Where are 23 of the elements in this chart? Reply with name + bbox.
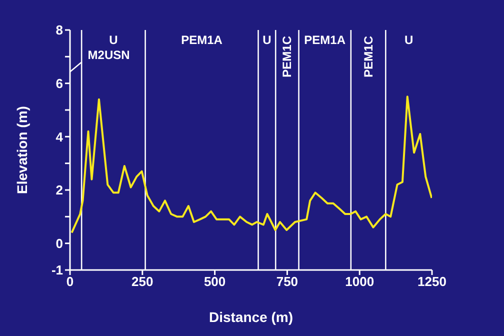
annotation: U [262, 33, 272, 47]
x-tick-label: 1250 [418, 274, 446, 290]
x-tick-label: 0 [66, 274, 74, 290]
y-tick-label: 6 [56, 76, 63, 91]
y-tick-label: 8 [56, 22, 63, 38]
y-tick-label: -1 [51, 262, 63, 278]
x-tick-label: 1000 [345, 274, 374, 290]
line-series [70, 96, 432, 234]
x-axis-title: Distance (m) [208, 309, 294, 325]
annotation: PEM1C [361, 36, 376, 78]
x-tick-label: 750 [276, 274, 298, 290]
annotation: M2USN [88, 48, 130, 62]
y-tick-label: 2 [56, 182, 63, 198]
x-tick-label: 500 [204, 274, 226, 290]
annotation: PEM1C [280, 36, 294, 78]
x-tick-label: 250 [132, 274, 154, 290]
y-tick-label: 4 [56, 129, 64, 144]
annotation: PEM1A [304, 33, 346, 47]
y-axis-title: Elevation (m) [14, 106, 30, 194]
y-tick-label: 0 [56, 236, 63, 251]
annotation: U [404, 33, 414, 47]
annotation: PEM1A [181, 33, 223, 47]
annotation: U [109, 33, 118, 47]
